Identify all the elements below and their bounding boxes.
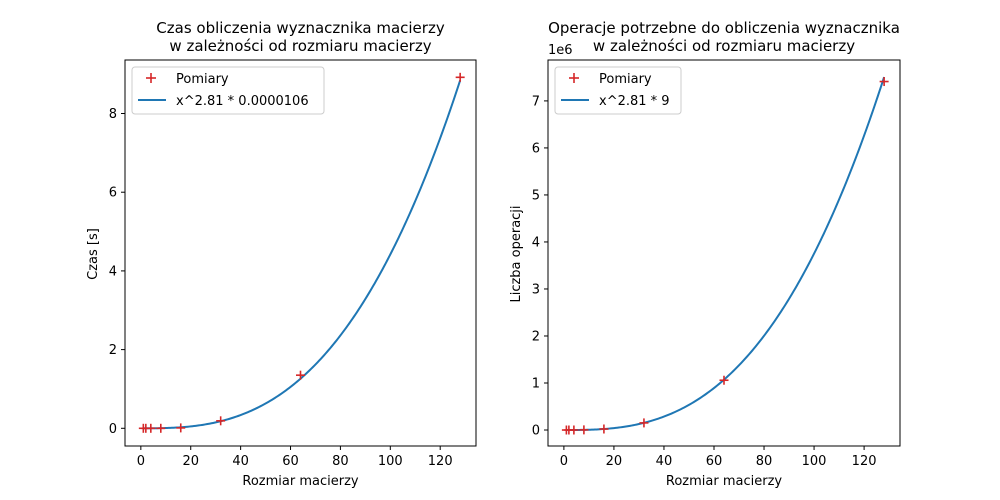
x-axis-label: Rozmiar macierzy (666, 474, 783, 489)
y-tick-label: 2 (532, 329, 540, 344)
x-axis-ticks: 0 20 40 60 80 100 120 (137, 446, 453, 469)
chart-operations: Operacje potrzebne do obliczenia wyznacz… (509, 19, 901, 489)
legend: Pomiary x^2.81 * 0.0000106 (131, 66, 325, 115)
y-tick-label: 4 (532, 235, 540, 250)
x-tick-label: 60 (282, 454, 299, 469)
chart-title-line-1: Operacje potrzebne do obliczenia wyznacz… (548, 19, 900, 37)
y-tick-label: 6 (109, 186, 117, 201)
chart-title-line-2: w zależności od rozmiaru macierzy (169, 37, 431, 55)
plot-area (138, 72, 465, 433)
measurement-point (639, 418, 649, 428)
x-tick-label: 100 (378, 454, 403, 469)
x-tick-label: 120 (428, 454, 453, 469)
measurement-point (156, 423, 166, 433)
y-tick-label: 0 (532, 424, 540, 439)
x-tick-label: 20 (606, 454, 623, 469)
y-tick-label: 6 (532, 141, 540, 156)
axes-frame (547, 59, 901, 447)
plot-area (561, 76, 889, 435)
x-tick-label: 40 (656, 454, 673, 469)
measurement-point (176, 423, 186, 433)
legend-label-pomiary: Pomiary (176, 72, 229, 87)
y-tick-label: 4 (109, 264, 117, 279)
fit-curve-line (143, 80, 462, 430)
legend-box (131, 66, 325, 115)
chart-time: Czas obliczenia wyznacznika macierzy w z… (86, 19, 477, 489)
measurement-point (599, 424, 609, 434)
legend: Pomiary x^2.81 * 9 (554, 66, 682, 115)
x-tick-label: 40 (232, 454, 249, 469)
x-axis-label: Rozmiar macierzy (242, 474, 359, 489)
x-tick-label: 0 (560, 454, 568, 469)
measurement-point (455, 72, 465, 82)
fit-curve-line (566, 76, 886, 432)
measurement-point (579, 425, 589, 435)
measurement-point (296, 370, 305, 380)
measurement-point (569, 425, 579, 435)
legend-marker-pomiary (569, 73, 579, 83)
measurement-point (719, 375, 729, 385)
y-tick-label: 7 (532, 94, 540, 109)
measurement-point (146, 423, 156, 433)
y-tick-label: 2 (109, 343, 117, 358)
measurement-point (879, 77, 889, 87)
y-tick-label: 5 (532, 188, 540, 203)
chart-title-line-2: w zależności od rozmiaru macierzy (593, 37, 855, 55)
legend-label-fit: x^2.81 * 9 (599, 94, 670, 109)
x-axis-ticks: 0 20 40 60 80 100 120 (560, 446, 877, 469)
y-axis-ticks: 0 1 2 3 4 5 6 7 (532, 94, 548, 439)
y-axis-label: Liczba operacji (509, 205, 524, 302)
y-axis-offset-label: 1e6 (548, 43, 573, 58)
y-tick-label: 1 (532, 376, 540, 391)
axes-frame (124, 59, 477, 447)
x-tick-label: 80 (332, 454, 349, 469)
x-tick-label: 60 (706, 454, 723, 469)
x-tick-label: 120 (852, 454, 877, 469)
x-tick-label: 0 (137, 454, 145, 469)
y-tick-label: 0 (109, 422, 117, 437)
x-tick-label: 20 (182, 454, 199, 469)
y-axis-ticks: 0 2 4 6 8 (109, 107, 125, 437)
legend-label-fit: x^2.81 * 0.0000106 (176, 94, 309, 109)
legend-box (554, 66, 682, 115)
chart-title-line-1: Czas obliczenia wyznacznika macierzy (156, 19, 445, 37)
y-tick-label: 3 (532, 282, 540, 297)
y-axis-label: Czas [s] (86, 228, 101, 280)
x-tick-label: 100 (802, 454, 827, 469)
x-tick-label: 80 (756, 454, 773, 469)
legend-marker-pomiary (146, 73, 156, 83)
measurement-point (216, 416, 226, 426)
y-tick-label: 8 (109, 107, 117, 122)
legend-label-pomiary: Pomiary (599, 72, 652, 87)
